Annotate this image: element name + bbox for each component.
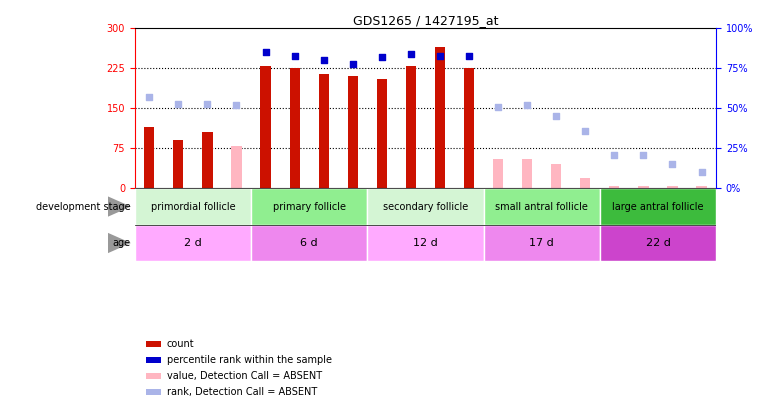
Bar xyxy=(464,68,474,188)
Bar xyxy=(581,178,591,188)
Bar xyxy=(377,79,387,188)
Bar xyxy=(609,185,619,188)
Bar xyxy=(135,225,251,261)
Text: count: count xyxy=(167,339,194,349)
Polygon shape xyxy=(108,233,131,253)
Title: GDS1265 / 1427195_at: GDS1265 / 1427195_at xyxy=(353,14,498,27)
Bar xyxy=(146,357,161,363)
Point xyxy=(579,128,591,134)
Bar xyxy=(260,66,270,188)
Text: value, Detection Call = ABSENT: value, Detection Call = ABSENT xyxy=(167,371,322,381)
Point xyxy=(608,151,621,158)
Point xyxy=(201,100,213,107)
Point xyxy=(666,161,678,168)
Bar xyxy=(251,225,367,261)
Point xyxy=(172,100,185,107)
Point xyxy=(463,52,475,59)
Bar xyxy=(367,225,484,261)
Polygon shape xyxy=(108,196,131,217)
Text: 2 d: 2 d xyxy=(184,238,202,248)
Bar xyxy=(251,188,367,225)
Text: large antral follicle: large antral follicle xyxy=(612,202,704,211)
Text: 6 d: 6 d xyxy=(300,238,318,248)
Bar xyxy=(290,68,300,188)
Bar xyxy=(493,159,503,188)
Text: rank, Detection Call = ABSENT: rank, Detection Call = ABSENT xyxy=(167,387,317,397)
Text: percentile rank within the sample: percentile rank within the sample xyxy=(167,355,332,365)
Point xyxy=(695,169,708,176)
Text: 12 d: 12 d xyxy=(413,238,438,248)
Text: age: age xyxy=(112,238,131,248)
Point xyxy=(317,57,330,64)
Bar xyxy=(600,188,716,225)
Text: 17 d: 17 d xyxy=(529,238,554,248)
Point xyxy=(492,104,504,110)
Bar xyxy=(435,47,445,188)
Text: secondary follicle: secondary follicle xyxy=(383,202,468,211)
Point xyxy=(376,54,388,60)
Bar xyxy=(638,185,648,188)
Bar xyxy=(144,127,154,188)
Point xyxy=(346,60,359,67)
Point xyxy=(143,94,156,100)
Point xyxy=(259,49,272,55)
Bar xyxy=(522,159,532,188)
Bar xyxy=(135,188,251,225)
Bar xyxy=(146,389,161,395)
Point xyxy=(289,52,301,59)
Bar xyxy=(319,74,329,188)
Bar xyxy=(484,225,600,261)
Bar xyxy=(146,341,161,347)
Point xyxy=(434,52,446,59)
Text: primordial follicle: primordial follicle xyxy=(151,202,235,211)
Point xyxy=(230,102,243,109)
Bar xyxy=(146,373,161,379)
Bar xyxy=(173,140,183,188)
Bar xyxy=(484,188,600,225)
Text: small antral follicle: small antral follicle xyxy=(495,202,588,211)
Bar xyxy=(600,225,716,261)
Bar xyxy=(367,188,484,225)
Point xyxy=(550,113,562,119)
Point xyxy=(521,102,534,109)
Point xyxy=(405,51,417,57)
Text: 22 d: 22 d xyxy=(645,238,671,248)
Bar xyxy=(697,185,707,188)
Bar xyxy=(668,185,678,188)
Text: primary follicle: primary follicle xyxy=(273,202,346,211)
Bar xyxy=(203,132,213,188)
Bar xyxy=(406,66,416,188)
Bar xyxy=(348,76,358,188)
Point xyxy=(638,151,650,158)
Bar xyxy=(232,146,242,188)
Text: development stage: development stage xyxy=(36,202,131,211)
Bar xyxy=(551,164,561,188)
